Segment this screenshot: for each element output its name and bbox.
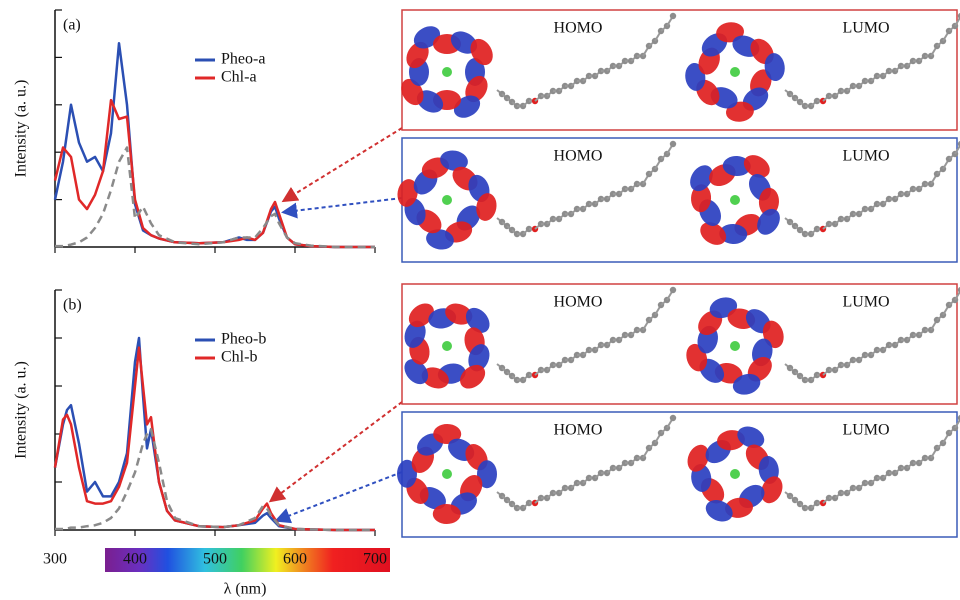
orbital-lobe [421,367,449,389]
atom [957,414,960,422]
atom [442,195,452,205]
orbital-lobe [691,184,712,213]
orbital-lobe [757,208,780,235]
orbital-lobe [433,424,462,445]
orbital-lobe [743,155,770,178]
series-line [53,98,375,249]
orbital-panel: HOMO LUMO [397,411,960,538]
bond [954,417,960,429]
orbital-lobe [397,459,418,488]
panel-label: (b) [63,297,82,314]
series-line [55,427,375,532]
orbital-label: LUMO [842,20,889,37]
orbital-lobe [687,444,709,472]
orbital-lobe [460,364,486,389]
orbital-panel: HOMO LUMO [397,137,960,263]
orbital-lobe [470,38,493,66]
atom [669,140,677,148]
orbital-lobe [404,359,429,385]
orbital-lobe [732,373,761,395]
orbital-lobe [397,179,418,207]
orbital-lobe [465,307,490,333]
legend-label: Pheo-b [221,331,266,348]
orbital-label: LUMO [842,148,889,165]
atom [730,195,740,205]
legend-label: Chl-b [221,349,257,366]
atom [957,12,960,20]
x-tick-label: 500 [203,551,227,568]
orbital-lobe [758,187,779,216]
x-tick-label: 300 [43,551,67,568]
series-line [53,41,375,249]
atom [730,341,740,351]
orbital-lobe [764,53,785,82]
atom [730,469,740,479]
y-axis-label: Intensity (a. u.) [13,361,30,459]
atom [669,414,677,422]
atom [957,286,960,294]
orbital-panel: HOMO LUMO [401,283,960,405]
series-line [53,336,375,532]
orbital-lobe [690,165,713,192]
orbital-lobe [476,193,497,221]
arrow [281,127,403,203]
orbital-label: HOMO [554,422,603,439]
atom [442,67,452,77]
x-tick-label: 600 [283,551,307,568]
arrow [281,197,403,219]
atom [730,67,740,77]
x-tick-label: 400 [123,551,147,568]
orbital-lobe [737,426,765,448]
orbital-lobe [722,156,751,177]
series-line [55,146,375,249]
arrow [268,401,403,503]
orbital-label: HOMO [554,148,603,165]
orbital-lobe [404,320,426,348]
series-line [53,346,375,532]
x-tick-label: 700 [363,551,387,568]
bond [954,15,960,27]
orbital-lobe [700,222,727,245]
panel-frame [401,283,958,405]
orbital-lobe [440,150,468,171]
orbital-label: LUMO [842,294,889,311]
panel-frame [401,9,958,131]
legend-label: Chl-a [221,69,257,86]
y-axis-label: Intensity (a. u.) [13,80,30,178]
orbital-lobe [432,503,461,524]
orbital-panel: HOMO LUMO [401,9,960,131]
orbital-lobe [426,229,454,250]
orbital-lobe [445,303,473,325]
bond [954,289,960,301]
orbital-lobe [761,476,783,504]
atom [957,140,960,148]
atom [442,341,452,351]
orbital-lobe [408,303,434,328]
color-bar [105,548,390,572]
orbital-lobe [705,500,733,522]
orbital-label: HOMO [554,294,603,311]
orbital-label: LUMO [842,422,889,439]
legend-label: Pheo-a [221,51,265,68]
orbital-label: HOMO [554,20,603,37]
atom [669,286,677,294]
x-axis-label: λ (nm) [224,581,267,598]
atom [669,12,677,20]
bond [954,143,960,155]
orbital-lobe [476,460,497,489]
atom [442,469,452,479]
panel-label: (a) [63,17,81,34]
orbital-lobe [719,223,748,244]
orbital-lobe [468,344,490,372]
arrow [274,471,403,524]
